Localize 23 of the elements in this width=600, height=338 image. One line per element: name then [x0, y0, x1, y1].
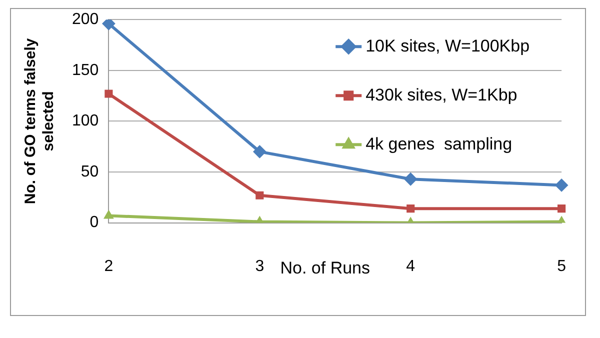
point [253, 145, 266, 158]
legend-label: 430k sites, W=1Kbp [366, 85, 518, 104]
y-tick-label: 100 [72, 112, 99, 130]
point [104, 210, 114, 219]
point [104, 90, 113, 98]
point [406, 204, 415, 213]
legend-label: 10K sites, W=100Kbp [366, 36, 530, 56]
point [558, 204, 566, 213]
point [555, 178, 568, 192]
point [256, 191, 264, 200]
point [102, 20, 116, 30]
x-tick-label: 3 [255, 258, 264, 275]
y-tick-label: 200 [72, 11, 99, 28]
x-tick-label: 4 [406, 258, 416, 275]
y-tick-label: 150 [72, 62, 99, 79]
y-axis-title: No. of GO terms falsely selected [22, 38, 58, 204]
y-tick-label: 0 [90, 214, 99, 232]
legend-label: 4k genes sampling [366, 134, 512, 154]
x-axis-title: No. of Runs [280, 258, 370, 278]
x-tick-label: 5 [557, 258, 566, 275]
x-tick-label: 2 [104, 258, 114, 275]
y-tick-label: 50 [80, 163, 99, 180]
point [404, 172, 418, 186]
